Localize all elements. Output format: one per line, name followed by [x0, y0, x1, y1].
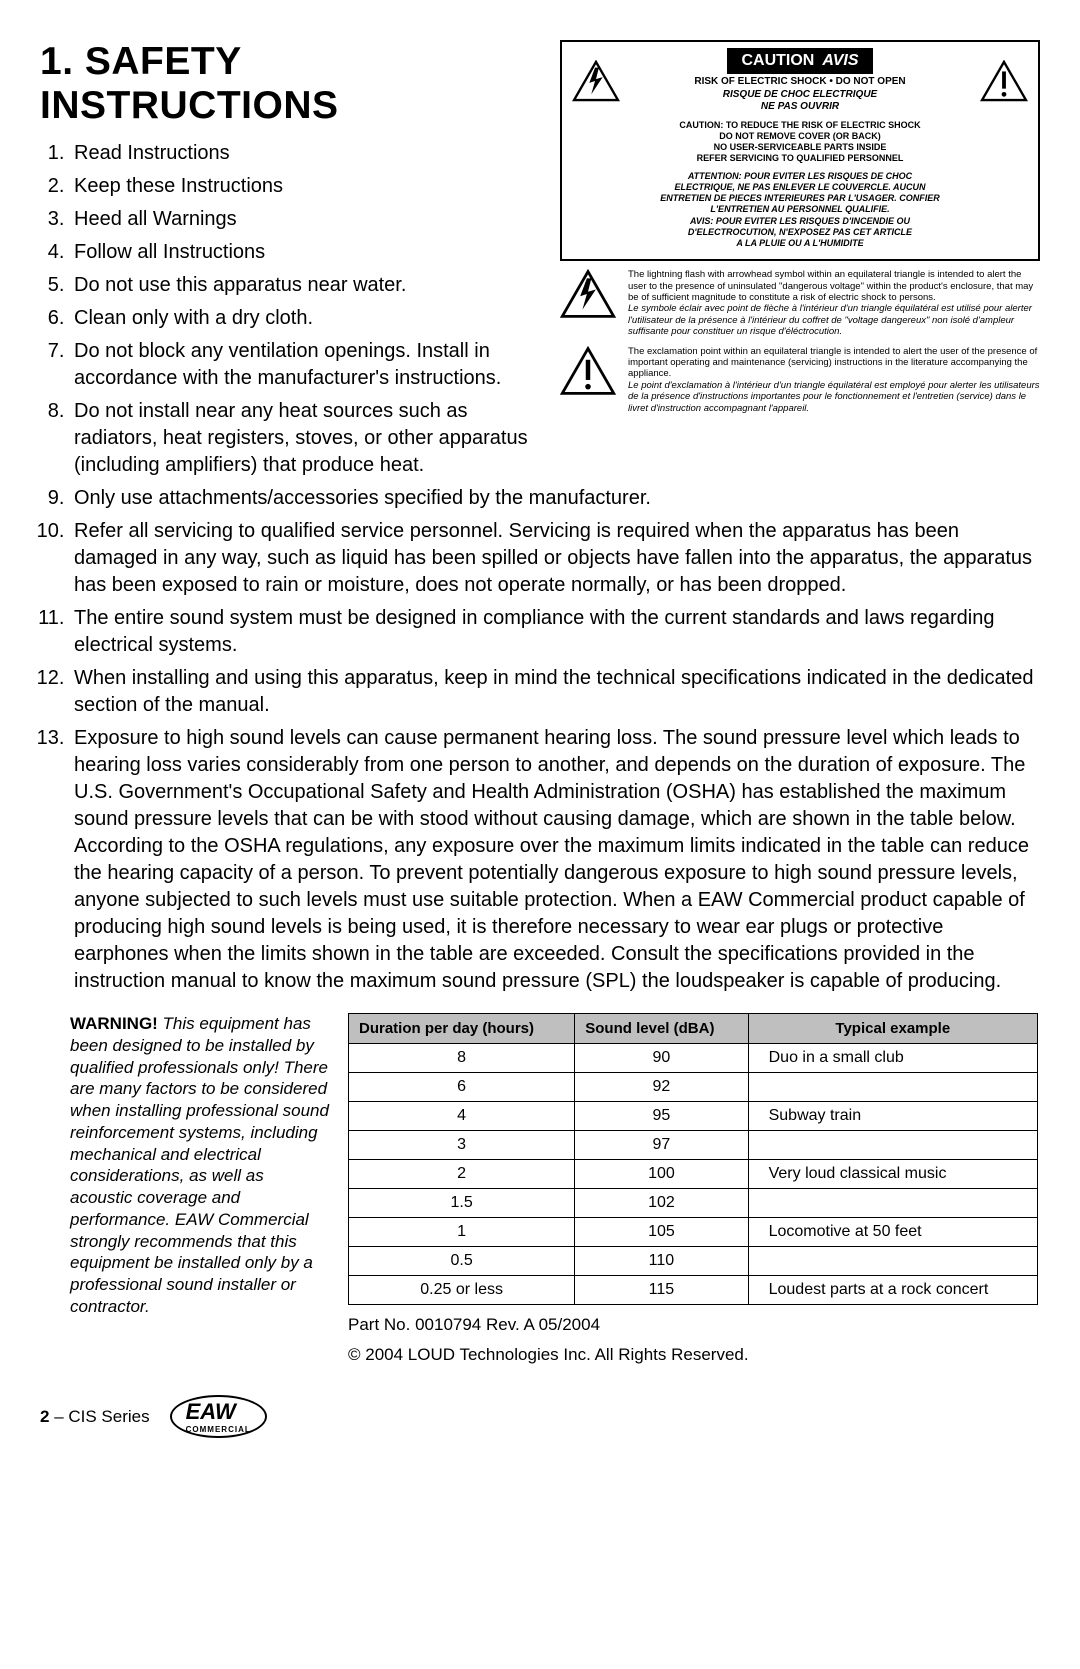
cell-duration: 2 — [349, 1160, 575, 1189]
symbol-exclamation-desc: The exclamation point within an equilate… — [560, 346, 1040, 414]
symbol-lightning-desc: The lightning flash with arrowhead symbo… — [560, 269, 1040, 337]
table-header: Sound level (dBA) — [575, 1014, 748, 1044]
cell-duration: 0.25 or less — [349, 1276, 575, 1305]
caution-risk-fr2: NE PAS OUVRIR — [694, 101, 905, 114]
cell-example: Loudest parts at a rock concert — [748, 1276, 1037, 1305]
instruction-item: Only use attachments/accessories specifi… — [70, 485, 1040, 512]
cell-duration: 1 — [349, 1218, 575, 1247]
cell-example: Very loud classical music — [748, 1160, 1037, 1189]
cell-example: Duo in a small club — [748, 1044, 1037, 1073]
table-row: 692 — [349, 1073, 1038, 1102]
instruction-item: Follow all Instructions — [70, 239, 540, 266]
cell-duration: 8 — [349, 1044, 575, 1073]
instruction-item: Clean only with a dry cloth. — [70, 305, 540, 332]
table-row: 890Duo in a small club — [349, 1044, 1038, 1073]
symbol2-en: The exclamation point within an equilate… — [628, 346, 1037, 380]
instructions-list-top: Read Instructions Keep these Instruction… — [40, 140, 540, 479]
cell-example — [748, 1073, 1037, 1102]
instruction-item: Keep these Instructions — [70, 173, 540, 200]
cell-level: 95 — [575, 1102, 748, 1131]
warning-title: WARNING! — [70, 1014, 158, 1033]
caution-risk-en: RISK OF ELECTRIC SHOCK • DO NOT OPEN — [694, 76, 905, 89]
symbol1-en: The lightning flash with arrowhead symbo… — [628, 269, 1033, 303]
table-row: 397 — [349, 1131, 1038, 1160]
instructions-list-bottom: Only use attachments/accessories specifi… — [40, 485, 1040, 995]
copyright: © 2004 LOUD Technologies Inc. All Rights… — [348, 1345, 1038, 1365]
cell-level: 115 — [575, 1276, 748, 1305]
instruction-item: Exposure to high sound levels can cause … — [70, 725, 1040, 995]
table-row: 0.25 or less115Loudest parts at a rock c… — [349, 1276, 1038, 1305]
cell-duration: 0.5 — [349, 1247, 575, 1276]
symbol1-fr: Le symbole éclair avec point de flèche à… — [628, 303, 1032, 337]
cell-level: 105 — [575, 1218, 748, 1247]
cell-level: 100 — [575, 1160, 748, 1189]
table-header: Duration per day (hours) — [349, 1014, 575, 1044]
caution-attention: ATTENTION: POUR EVITER LES RISQUES DE CH… — [572, 171, 1028, 250]
cell-duration: 3 — [349, 1131, 575, 1160]
table-row: 1105Locomotive at 50 feet — [349, 1218, 1038, 1247]
lightning-triangle-icon — [560, 269, 616, 319]
table-row: 495Subway train — [349, 1102, 1038, 1131]
caution-risk-fr1: RISQUE DE CHOC ELECTRIQUE — [694, 89, 905, 102]
page-title: 1. SAFETY INSTRUCTIONS — [40, 40, 540, 128]
warning-box: WARNING! This equipment has been designe… — [40, 1013, 330, 1365]
page-footer: 2 – CIS Series EAW COMMERCIAL — [40, 1395, 1040, 1438]
cell-example: Locomotive at 50 feet — [748, 1218, 1037, 1247]
table-header: Typical example — [748, 1014, 1037, 1044]
cell-example — [748, 1189, 1037, 1218]
series-name: – CIS Series — [49, 1407, 149, 1426]
cell-example — [748, 1131, 1037, 1160]
cell-duration: 4 — [349, 1102, 575, 1131]
osha-table: Duration per day (hours) Sound level (dB… — [348, 1013, 1038, 1305]
caution-header: CAUTIONAVIS — [727, 48, 872, 74]
cell-example — [748, 1247, 1037, 1276]
exclamation-triangle-icon — [560, 346, 616, 396]
table-row: 2100Very loud classical music — [349, 1160, 1038, 1189]
lightning-triangle-icon — [572, 60, 620, 102]
instruction-item: Do not block any ventilation openings. I… — [70, 338, 540, 392]
caution-box: CAUTIONAVIS RISK OF ELECTRIC SHOCK • DO … — [560, 40, 1040, 261]
cell-level: 90 — [575, 1044, 748, 1073]
instruction-item: The entire sound system must be designed… — [70, 605, 1040, 659]
caution-reduce: CAUTION: TO REDUCE THE RISK OF ELECTRIC … — [572, 120, 1028, 165]
instruction-item: Heed all Warnings — [70, 206, 540, 233]
cell-level: 102 — [575, 1189, 748, 1218]
cell-duration: 1.5 — [349, 1189, 575, 1218]
instruction-item: Read Instructions — [70, 140, 540, 167]
cell-level: 92 — [575, 1073, 748, 1102]
cell-level: 110 — [575, 1247, 748, 1276]
table-row: 0.5110 — [349, 1247, 1038, 1276]
instruction-item: When installing and using this apparatus… — [70, 665, 1040, 719]
warning-body: This equipment has been designed to be i… — [70, 1014, 329, 1316]
eaw-logo: EAW COMMERCIAL — [170, 1395, 267, 1438]
cell-duration: 6 — [349, 1073, 575, 1102]
instruction-item: Do not install near any heat sources suc… — [70, 398, 540, 479]
cell-example: Subway train — [748, 1102, 1037, 1131]
instruction-item: Do not use this apparatus near water. — [70, 272, 540, 299]
part-number: Part No. 0010794 Rev. A 05/2004 — [348, 1315, 1038, 1335]
exclamation-triangle-icon — [980, 60, 1028, 102]
instruction-item: Refer all servicing to qualified service… — [70, 518, 1040, 599]
cell-level: 97 — [575, 1131, 748, 1160]
symbol2-fr: Le point d'exclamation à l'intérieur d'u… — [628, 380, 1040, 414]
table-row: 1.5102 — [349, 1189, 1038, 1218]
